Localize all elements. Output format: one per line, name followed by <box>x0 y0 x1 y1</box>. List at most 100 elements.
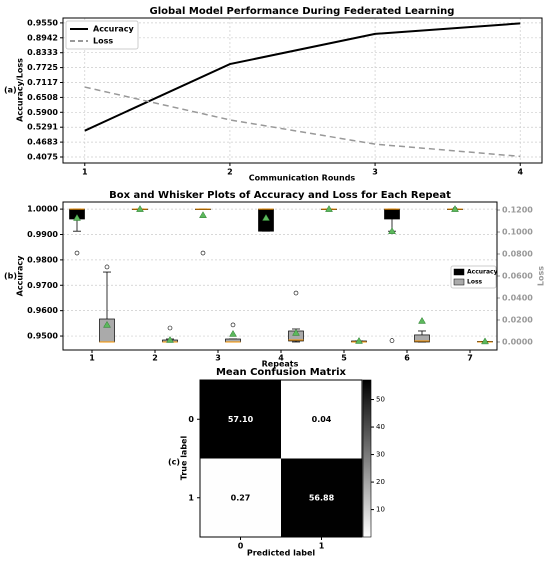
legend-label: Loss <box>467 279 483 286</box>
mean-marker <box>199 211 207 218</box>
cell-label: 56.88 <box>309 493 335 502</box>
legend-swatch <box>453 268 465 276</box>
cell-label: 57.10 <box>228 415 254 424</box>
panel-label: (c) <box>168 458 180 467</box>
y2-tick-label: 0.0400 <box>502 293 533 302</box>
y-tick-label: 0.9700 <box>27 281 58 290</box>
line-series <box>84 22 521 132</box>
plot-frame <box>62 17 543 164</box>
x-tick-label: 7 <box>467 354 473 363</box>
chart-title: Global Model Performance During Federate… <box>150 6 455 17</box>
x-tick-label: 2 <box>227 168 233 177</box>
x-tick-label: 1 <box>89 354 95 363</box>
heatmap-cell <box>200 458 281 537</box>
colorbar-tick-label: 10 <box>376 506 385 514</box>
cell-label: 0.04 <box>312 415 332 424</box>
y-tick-label: 0.9500 <box>27 332 58 341</box>
mean-marker <box>292 328 300 336</box>
y-tick-label: 0.8333 <box>27 48 58 57</box>
y-tick-label: 0.8942 <box>27 33 58 42</box>
chart-title: Mean Confusion Matrix <box>216 367 347 378</box>
box <box>414 334 430 343</box>
mean-marker <box>388 227 396 234</box>
colorbar-tick-label: 50 <box>376 396 385 404</box>
mean-marker <box>166 335 174 343</box>
colorbar-tick-label: 30 <box>376 451 385 459</box>
y-tick-label: 0.6508 <box>27 93 58 102</box>
outlier <box>200 250 206 256</box>
mean-marker <box>418 316 426 324</box>
outlier <box>74 250 80 256</box>
y2-tick-label: 0.0600 <box>502 272 533 281</box>
outlier <box>293 290 299 296</box>
outlier <box>389 338 395 343</box>
mean-marker <box>262 213 270 221</box>
x-axis-label: Repeats <box>262 360 299 369</box>
y-tick-label: 0.4075 <box>27 152 58 161</box>
y-axis-label: Accuracy/Loss <box>16 58 25 122</box>
heatmap-cell <box>200 380 281 459</box>
x-tick-label: 5 <box>341 354 347 363</box>
mean-marker <box>136 205 144 212</box>
y-tick-label: 0.9900 <box>27 230 58 239</box>
x-tick-label: 2 <box>152 354 158 363</box>
y2-tick-label: 0.0800 <box>502 250 533 259</box>
y-tick-label: 0.9600 <box>27 306 58 315</box>
y2-axis-label: Loss <box>537 266 546 286</box>
y-tick-label: 0.7117 <box>27 78 58 87</box>
mean-marker <box>73 213 81 221</box>
x-tick-label: 0 <box>238 542 244 551</box>
x-tick-label: 3 <box>372 168 378 177</box>
panel-label: (a) <box>4 86 17 95</box>
y2-tick-label: 0.1200 <box>502 206 533 215</box>
outlier <box>104 264 110 270</box>
box <box>384 208 400 220</box>
colorbar-tick-label: 20 <box>376 478 385 486</box>
colorbar <box>362 379 372 538</box>
colorbar-tick-label: 40 <box>376 423 385 431</box>
y-tick-label: 0.9550 <box>27 18 58 27</box>
x-tick-label: 6 <box>404 354 410 363</box>
x-tick-label: 4 <box>278 354 284 363</box>
y-tick-label: 0.5900 <box>27 108 58 117</box>
outlier <box>167 325 173 331</box>
y-tick-label: 1.0000 <box>27 205 58 214</box>
y-tick-label: 1 <box>188 493 194 502</box>
panel-label: (b) <box>4 272 17 281</box>
mean-marker <box>481 337 489 345</box>
heatmap-cell <box>281 458 362 537</box>
legend-label: Accuracy <box>93 25 134 34</box>
x-tick-label: 3 <box>215 354 221 363</box>
y-tick-label: 0.9800 <box>27 255 58 264</box>
y-tick-label: 0 <box>188 415 194 424</box>
x-tick-label: 1 <box>319 542 325 551</box>
plot-frame <box>62 201 498 351</box>
mean-marker <box>325 205 333 212</box>
mean-marker <box>103 320 111 328</box>
legend-swatch <box>453 278 465 286</box>
y-axis-label: Accuracy <box>16 255 25 296</box>
plot-frame <box>199 379 363 538</box>
x-tick-label: 1 <box>82 168 88 177</box>
legend-label: Loss <box>93 37 113 46</box>
mean-marker <box>355 336 363 344</box>
cell-label: 0.27 <box>231 493 251 502</box>
x-axis-label: Communication Rounds <box>249 174 356 183</box>
y-axis-label: True label <box>180 436 189 481</box>
mean-marker <box>451 205 459 212</box>
x-axis-label: Predicted label <box>247 549 316 558</box>
outlier <box>230 322 236 328</box>
mean-marker <box>229 329 237 337</box>
y-tick-label: 0.7725 <box>27 63 58 72</box>
y-tick-label: 0.5291 <box>27 123 58 132</box>
legend-label: Accuracy <box>467 269 498 276</box>
x-tick-label: 4 <box>517 168 523 177</box>
line-series <box>84 86 521 158</box>
y2-tick-label: 0.0200 <box>502 315 533 324</box>
y-tick-label: 0.4683 <box>27 138 58 147</box>
chart-title: Box and Whisker Plots of Accuracy and Lo… <box>109 190 451 201</box>
heatmap-cell <box>281 380 362 459</box>
y2-tick-label: 0.1000 <box>502 228 533 237</box>
y2-tick-label: 0.0000 <box>502 337 533 346</box>
